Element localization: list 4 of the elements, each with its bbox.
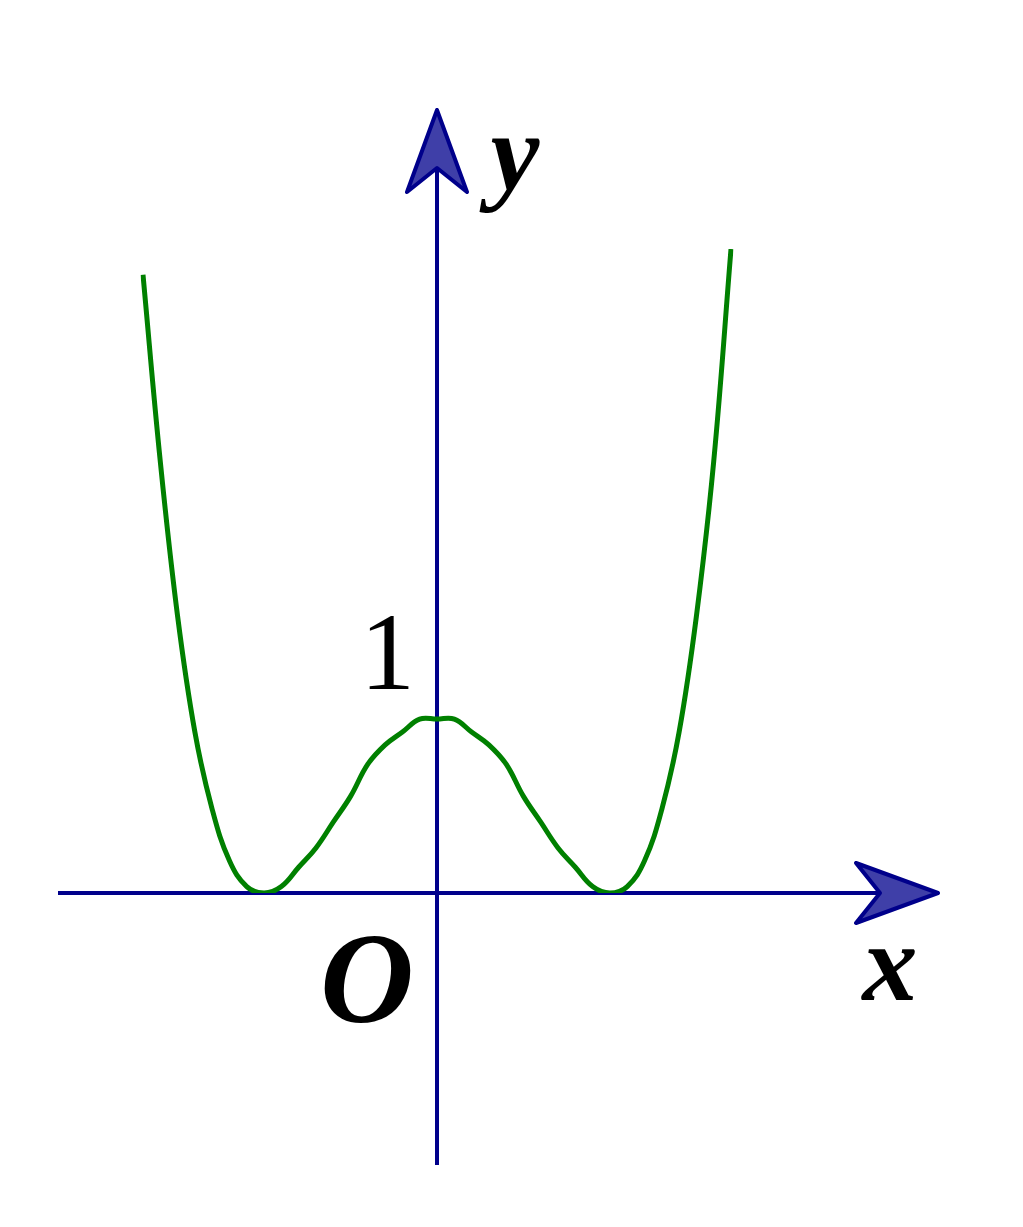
annotation: 1 (360, 591, 415, 714)
y-axis-title: y (478, 92, 541, 214)
text: O (320, 905, 414, 1050)
x-axis-title: x (860, 902, 918, 1024)
